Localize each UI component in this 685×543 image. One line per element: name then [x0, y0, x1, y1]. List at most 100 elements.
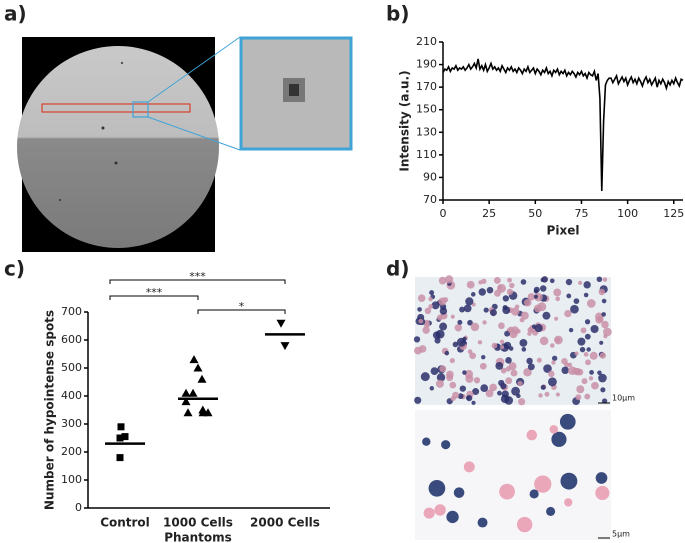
cell [601, 298, 607, 304]
x-tick-label: 50 [528, 207, 542, 220]
cell [591, 381, 599, 390]
cell [422, 326, 430, 334]
cell [418, 318, 424, 324]
cell [568, 327, 574, 333]
x-tick-label: 125 [663, 207, 684, 220]
point [188, 388, 198, 397]
significance: *** [189, 270, 206, 283]
cell [584, 319, 591, 325]
panel-label: d) [386, 257, 409, 281]
x-tick-label: 1000 Cells [163, 516, 233, 530]
cell [504, 396, 514, 405]
point [117, 423, 125, 431]
y-tick-label: 130 [416, 125, 437, 138]
significance: * [239, 300, 245, 313]
cell [559, 413, 576, 430]
cell [548, 370, 555, 378]
cell [413, 336, 421, 343]
cell [478, 288, 486, 296]
cell [554, 316, 559, 321]
cell [503, 341, 512, 350]
cell [459, 385, 466, 392]
cell [417, 294, 426, 302]
cell [527, 293, 536, 301]
cell [536, 357, 542, 363]
cell [521, 347, 527, 352]
cell [439, 365, 447, 373]
cell [520, 311, 529, 320]
cell [564, 498, 573, 507]
y-tick-label: 70 [423, 193, 437, 206]
y-tick-label: 700 [61, 305, 82, 318]
y-tick-label: 150 [416, 103, 437, 116]
y-tick-label: 190 [416, 58, 437, 71]
y-tick-label: 400 [61, 389, 82, 402]
cell [550, 343, 555, 348]
cell [444, 275, 454, 284]
y-tick-label: 0 [75, 501, 82, 514]
cell [537, 302, 547, 312]
cell [446, 510, 459, 524]
cell [445, 370, 454, 379]
bracket [109, 279, 286, 284]
cell [568, 366, 577, 375]
cell [585, 359, 591, 366]
cell [539, 336, 549, 346]
cell [463, 304, 472, 313]
y-tick-label: 210 [416, 35, 437, 48]
cell [590, 324, 599, 334]
cell [429, 290, 435, 296]
cell [414, 346, 422, 355]
cell [436, 373, 446, 382]
cell [555, 296, 561, 302]
cell [481, 278, 487, 284]
cell [598, 373, 607, 383]
cell [439, 322, 448, 331]
cell [567, 362, 573, 368]
cell [420, 372, 430, 382]
cell [553, 288, 562, 297]
cell [494, 289, 501, 297]
cell [465, 297, 474, 306]
cell [466, 280, 475, 289]
cell [467, 349, 473, 354]
cell [546, 506, 556, 517]
cell [566, 293, 572, 299]
y-tick-label: 110 [416, 148, 437, 161]
point [280, 342, 290, 351]
cell [526, 429, 538, 441]
cell [555, 392, 560, 397]
cell [505, 377, 513, 385]
cell [497, 285, 502, 290]
cell [538, 393, 543, 398]
cell [507, 277, 513, 283]
cell [485, 389, 494, 398]
cell [467, 319, 473, 326]
cell [438, 276, 447, 285]
cell [465, 374, 474, 383]
cell [477, 340, 483, 345]
cell [523, 298, 532, 307]
cell [430, 367, 439, 375]
cell [600, 387, 606, 393]
cell [452, 391, 460, 399]
cell [539, 285, 547, 292]
cell [534, 475, 552, 493]
cell [483, 307, 489, 313]
x-tick-label: 0 [440, 207, 447, 220]
cell [548, 377, 557, 387]
x-axis-title: Phantoms [164, 531, 232, 543]
cell [586, 299, 596, 308]
cell [589, 370, 594, 375]
cell [561, 366, 569, 375]
cell [459, 306, 465, 313]
panel-label: a) [4, 2, 27, 26]
y-tick-label: 500 [61, 361, 82, 374]
cell [449, 357, 455, 364]
cell [583, 281, 591, 289]
cell [527, 363, 535, 371]
cell [454, 324, 463, 332]
cell [602, 327, 612, 337]
point [276, 319, 286, 328]
point [197, 374, 207, 383]
